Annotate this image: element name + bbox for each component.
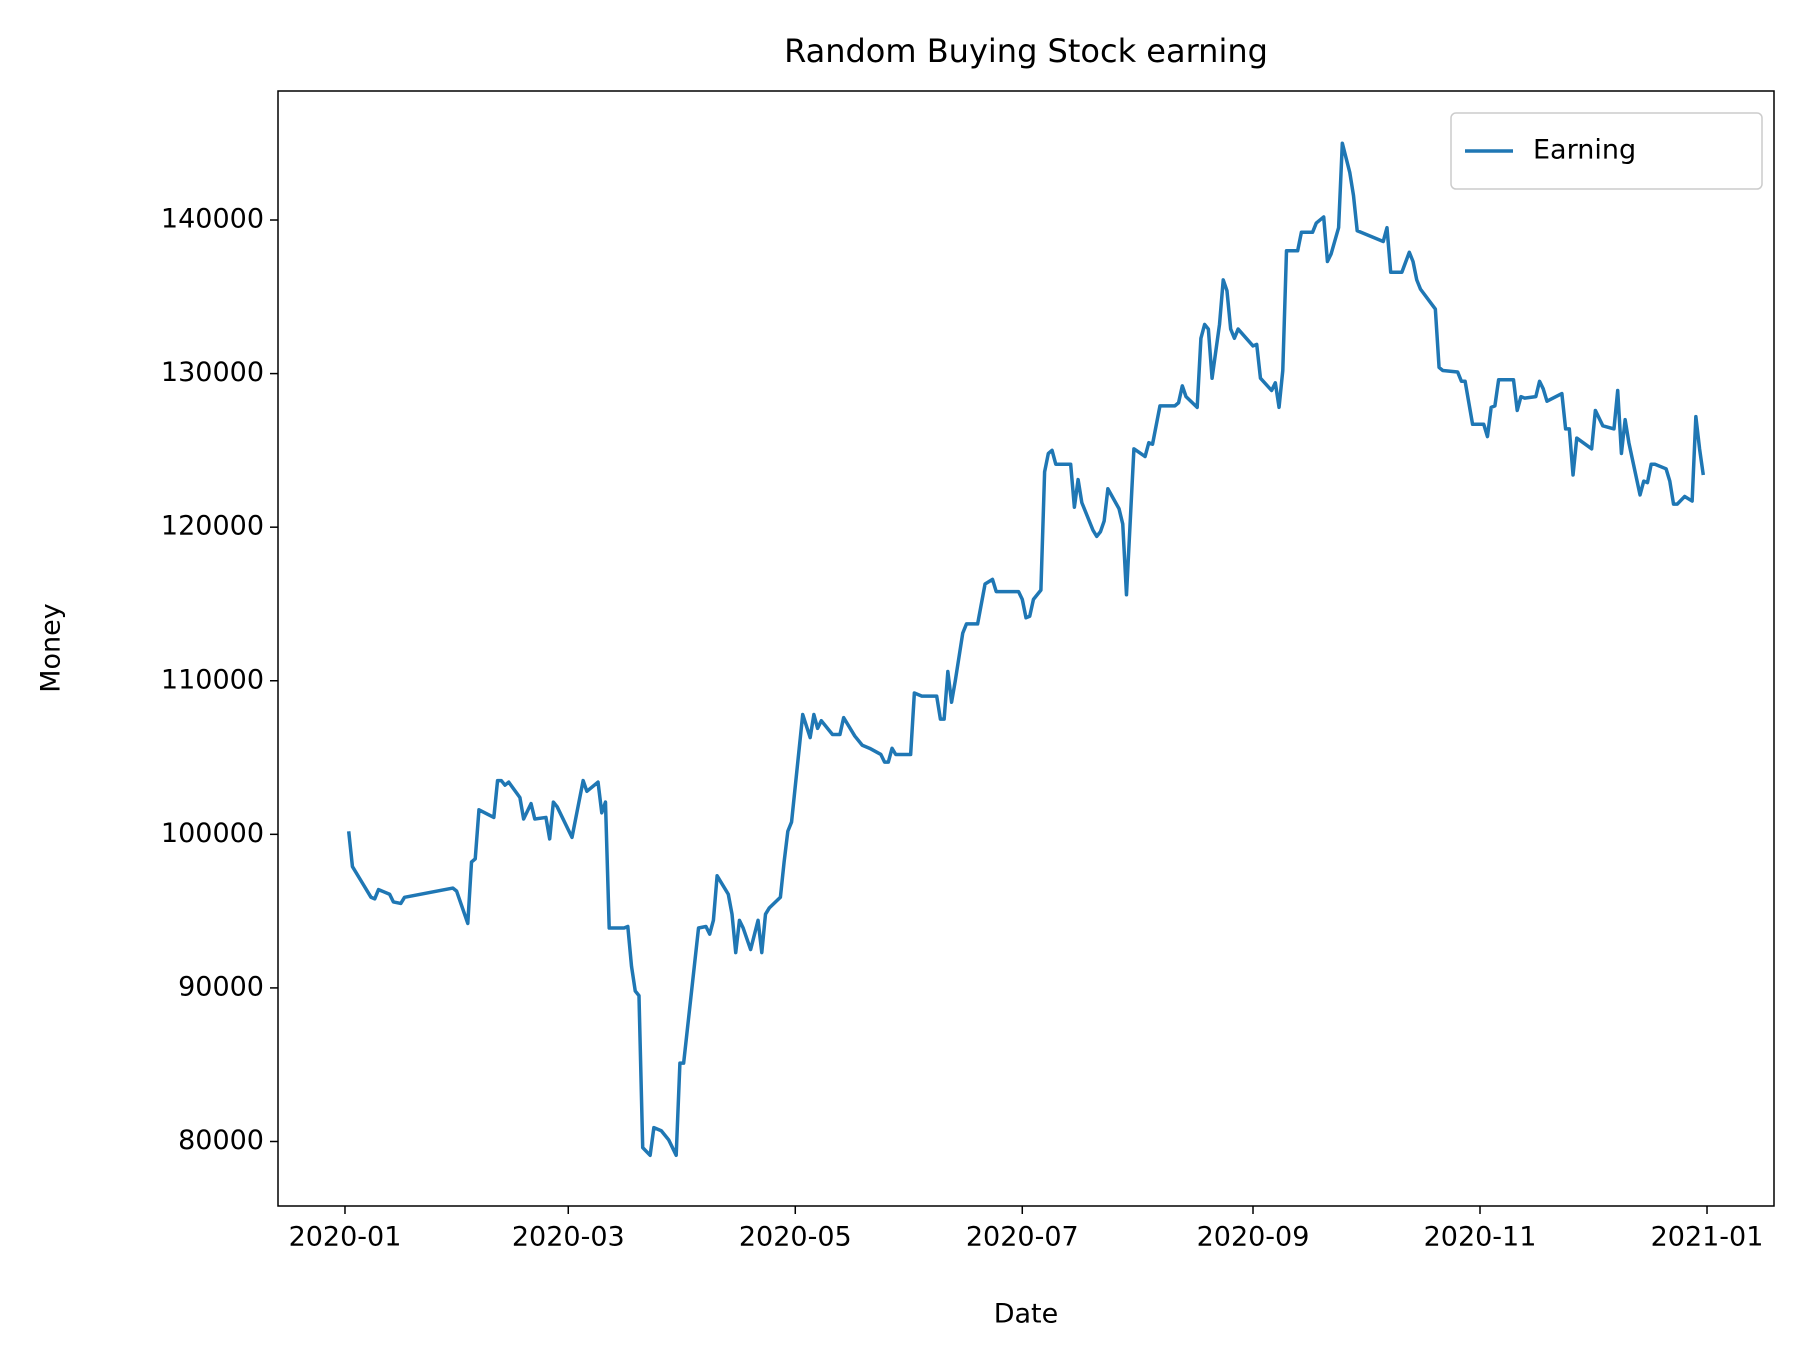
- y-tick-label: 120000: [161, 511, 264, 542]
- plot-frame: [277, 90, 1775, 1207]
- legend-box: [1450, 112, 1763, 190]
- legend-label: Earning: [1533, 135, 1636, 166]
- x-axis-label: Date: [994, 1299, 1059, 1330]
- x-tick-label: 2020-11: [1424, 1222, 1537, 1253]
- y-tick-label: 140000: [161, 204, 264, 235]
- y-tick-label: 80000: [178, 1125, 264, 1156]
- legend: Earning: [1450, 112, 1763, 190]
- y-axis-label: Money: [36, 603, 67, 693]
- x-tick-label: 2020-05: [739, 1222, 852, 1253]
- y-tick-label: 130000: [161, 357, 264, 388]
- x-tick-label: 2020-07: [966, 1222, 1079, 1253]
- chart-title: Random Buying Stock earning: [784, 32, 1268, 70]
- x-tick-label: 2020-03: [512, 1222, 625, 1253]
- x-tick-label: 2020-09: [1197, 1222, 1310, 1253]
- y-tick-label: 110000: [161, 664, 264, 695]
- x-tick-label: 2020-01: [289, 1222, 402, 1253]
- x-tick-label: 2021-01: [1651, 1222, 1764, 1253]
- y-tick-label: 100000: [161, 818, 264, 849]
- y-tick-label: 90000: [178, 971, 264, 1002]
- line: [346, 141, 1706, 1158]
